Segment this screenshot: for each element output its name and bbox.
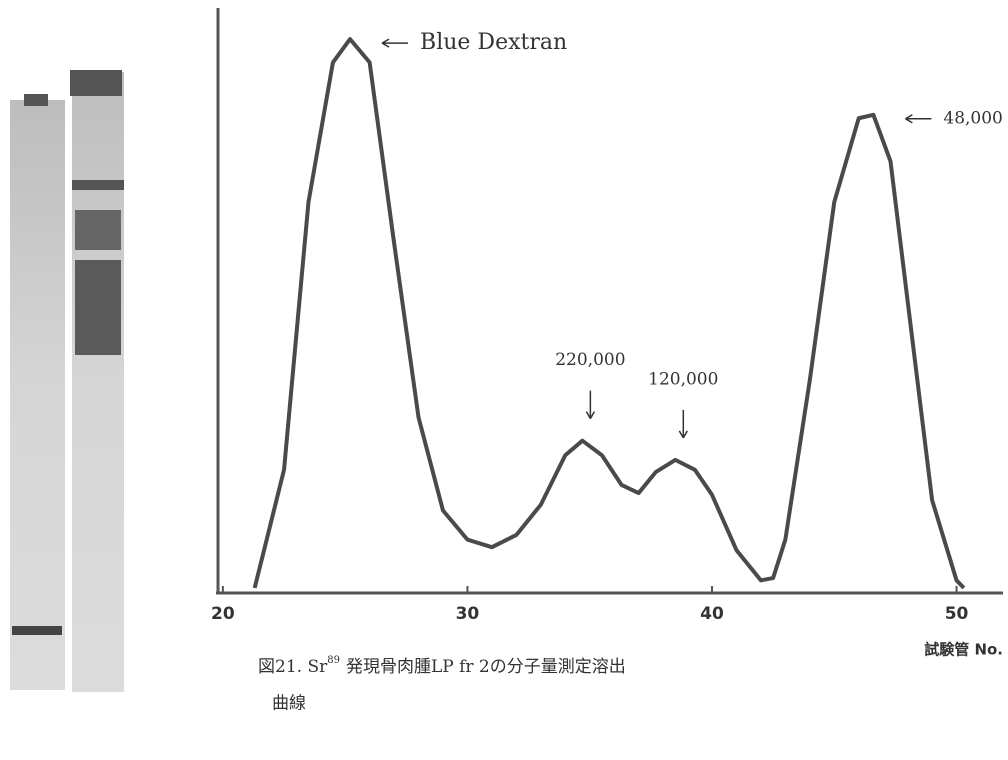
annotation: 48,000 <box>943 108 1002 128</box>
x-tick-label: 30 <box>456 604 480 624</box>
x-axis-label: 試験管 No. <box>924 641 1003 659</box>
x-tick-label: 50 <box>945 604 969 624</box>
annotation-arrow <box>585 390 596 420</box>
gel-band <box>75 210 121 250</box>
x-tick-label: 20 <box>211 604 235 624</box>
caption-superscript: 89 <box>327 655 340 666</box>
gel-lane <box>72 72 124 692</box>
annotation: Blue Dextran <box>420 30 567 55</box>
caption-prefix: 図21. Sr <box>258 657 328 677</box>
gel-band <box>12 626 62 635</box>
annotation-arrow <box>678 409 688 439</box>
caption-line1: 発現骨肉腫LP fr 2の分子量測定溶出 <box>346 657 626 677</box>
gel-band <box>72 180 124 190</box>
annotation: 120,000 <box>648 369 718 389</box>
gel-band <box>70 70 122 96</box>
caption-line2: 曲線 <box>272 694 306 714</box>
x-tick-label: 40 <box>700 604 724 624</box>
caption: 図21. Sr89 発現骨肉腫LP fr 2の分子量測定溶出 <box>258 655 626 677</box>
curve <box>252 37 966 590</box>
annotation: 220,000 <box>555 350 625 370</box>
gel-band <box>24 94 48 106</box>
gel-band <box>75 260 121 355</box>
gel-lane <box>10 100 65 690</box>
annotation-arrow <box>381 38 409 48</box>
gel-photo <box>10 70 124 692</box>
annotation-arrow <box>905 114 932 124</box>
